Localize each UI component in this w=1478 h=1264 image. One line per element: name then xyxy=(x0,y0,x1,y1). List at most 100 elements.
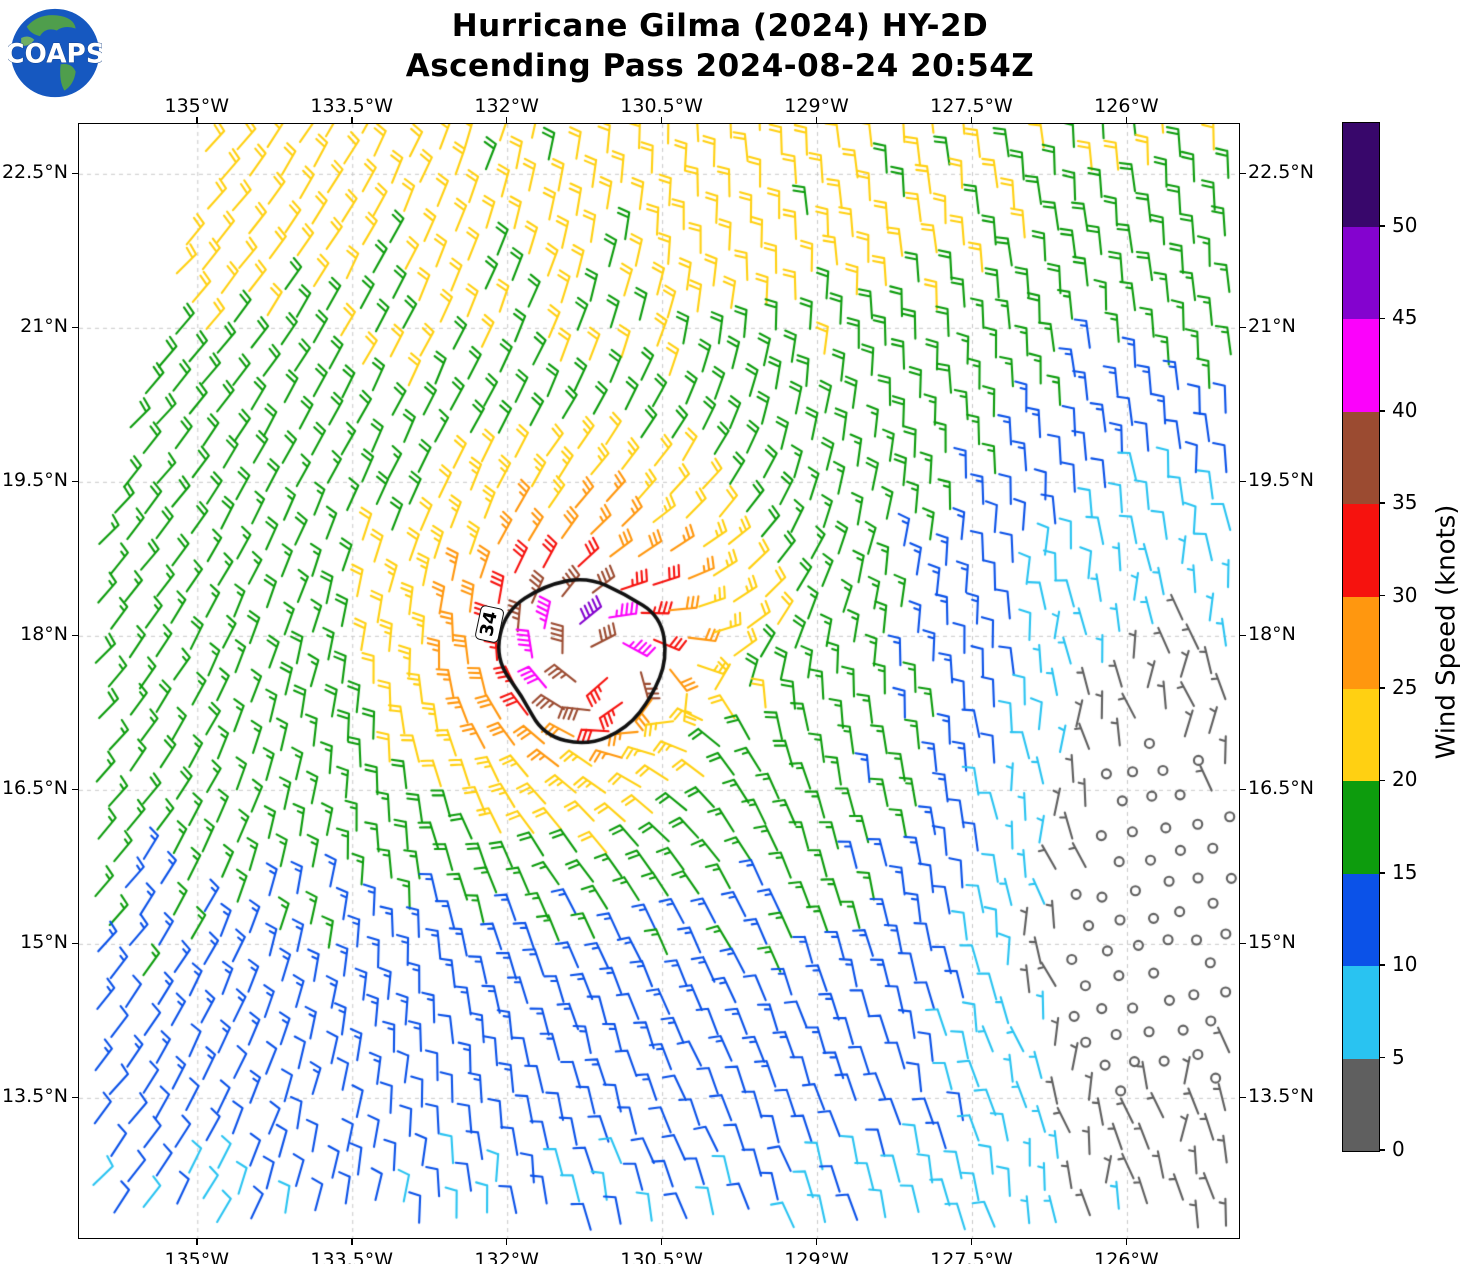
x-tick-bottom xyxy=(505,1239,508,1245)
colorbar-tickmark xyxy=(1379,872,1385,874)
coaps-logo: COAPS xyxy=(8,8,102,98)
x-tick-bottom xyxy=(195,1239,198,1245)
colorbar-tick-label: 10 xyxy=(1392,952,1418,977)
x-axis-label-bottom: 133.5°W xyxy=(310,1249,394,1264)
wind-barb-canvas xyxy=(79,124,1239,1238)
y-axis-label-right: 15°N xyxy=(1248,931,1296,954)
y-tick-right xyxy=(1240,326,1246,329)
x-tick-bottom xyxy=(815,1239,818,1245)
x-axis-label-top: 126°W xyxy=(1094,95,1159,117)
x-axis-label-top: 132°W xyxy=(474,95,539,117)
y-tick-right xyxy=(1240,942,1246,945)
y-tick-left xyxy=(72,172,78,175)
x-axis-label-top: 130.5°W xyxy=(620,95,703,117)
y-axis-label-right: 13.5°N xyxy=(1248,1085,1315,1108)
y-tick-left xyxy=(72,788,78,791)
map-frame xyxy=(78,123,1240,1239)
logo-land-west xyxy=(21,36,35,46)
colorbar-tick-label: 50 xyxy=(1392,213,1418,237)
colorbar-segment xyxy=(1343,873,1379,967)
y-axis-label-right: 21°N xyxy=(1248,315,1296,338)
x-tick-top xyxy=(970,117,973,123)
x-axis-label-bottom: 129°W xyxy=(784,1249,849,1264)
x-axis-label-bottom: 132°W xyxy=(474,1249,539,1264)
colorbar-segment xyxy=(1343,689,1379,782)
y-axis-label-left: 21°N xyxy=(20,315,68,338)
plot-title: Hurricane Gilma (2024) HY-2D Ascending P… xyxy=(40,6,1400,86)
colorbar-tickmark xyxy=(1379,687,1385,689)
y-axis-label-left: 18°N xyxy=(20,623,68,646)
colorbar-segment xyxy=(1343,227,1379,320)
colorbar-segment xyxy=(1343,781,1379,874)
x-axis-label-top: 135°W xyxy=(164,95,230,117)
y-tick-right xyxy=(1240,788,1246,791)
x-axis-label-bottom: 126°W xyxy=(1094,1249,1159,1264)
colorbar-tick-label: 35 xyxy=(1392,490,1418,515)
colorbar-segment xyxy=(1343,1058,1379,1151)
colorbar-tickmark xyxy=(1379,779,1385,782)
y-tick-right xyxy=(1240,634,1246,637)
colorbar-segment xyxy=(1343,966,1379,1059)
plot-title-line1: Hurricane Gilma (2024) HY-2D xyxy=(451,8,989,44)
y-axis-label-right: 19.5°N xyxy=(1248,469,1315,492)
colorbar-tick-label: 45 xyxy=(1392,305,1418,330)
x-tick-bottom xyxy=(970,1239,973,1245)
colorbar-tickmark xyxy=(1379,317,1385,320)
y-tick-left xyxy=(72,326,78,329)
colorbar-tick-label: 30 xyxy=(1392,582,1418,607)
colorbar-segment xyxy=(1343,123,1379,227)
x-tick-top xyxy=(350,117,353,123)
x-axis-label-bottom: 127.5°W xyxy=(930,1249,1013,1264)
y-axis-label-left: 15°N xyxy=(20,931,68,954)
colorbar-tick-label: 20 xyxy=(1392,767,1418,792)
y-axis-label-left: 13.5°N xyxy=(1,1085,68,1108)
colorbar-tickmark xyxy=(1379,1056,1385,1059)
colorbar-tickmark xyxy=(1379,410,1385,412)
colorbar-tick-label: 5 xyxy=(1392,1044,1405,1069)
colorbar-segment xyxy=(1343,504,1379,597)
colorbar-tickmark xyxy=(1379,225,1385,227)
x-axis-label-top: 127.5°W xyxy=(930,95,1013,117)
y-tick-left xyxy=(72,942,78,945)
y-axis-label-left: 22.5°N xyxy=(1,161,68,184)
colorbar-tickmark xyxy=(1379,1149,1385,1151)
x-tick-top xyxy=(815,117,818,123)
colorbar-segment xyxy=(1343,319,1379,412)
y-axis-label-left: 16.5°N xyxy=(1,777,68,800)
y-axis-label-right: 16.5°N xyxy=(1248,777,1315,800)
y-axis-label-right: 18°N xyxy=(1248,623,1296,646)
colorbar-tickmark xyxy=(1379,594,1385,597)
y-tick-left xyxy=(72,634,78,637)
y-tick-left xyxy=(72,480,78,483)
y-tick-right xyxy=(1240,172,1246,175)
colorbar-tick-label: 15 xyxy=(1392,859,1418,884)
x-axis-label-bottom: 130.5°W xyxy=(620,1249,703,1264)
colorbar-tickmark xyxy=(1379,502,1385,504)
colorbar-segment xyxy=(1343,411,1379,505)
x-tick-top xyxy=(505,117,508,123)
colorbar xyxy=(1342,122,1380,1152)
x-tick-bottom xyxy=(1125,1239,1128,1245)
x-tick-bottom xyxy=(660,1239,663,1245)
y-axis-label-right: 22.5°N xyxy=(1248,161,1315,184)
logo-land-north xyxy=(26,15,76,37)
x-axis-label-top: 133.5°W xyxy=(310,95,394,117)
y-axis-label-left: 19.5°N xyxy=(1,469,68,492)
colorbar-tickmark xyxy=(1379,964,1385,966)
plot-title-line2: Ascending Pass 2024-08-24 20:54Z xyxy=(405,48,1035,84)
y-tick-right xyxy=(1240,480,1246,483)
x-axis-label-bottom: 135°W xyxy=(164,1249,230,1264)
colorbar-tick-label: 25 xyxy=(1392,675,1418,699)
x-tick-top xyxy=(195,117,198,123)
x-tick-top xyxy=(1125,117,1128,123)
colorbar-tick-label: 0 xyxy=(1392,1137,1405,1161)
colorbar-tick-label: 40 xyxy=(1392,397,1418,422)
y-tick-left xyxy=(72,1096,78,1099)
colorbar-title-text: Wind Speed (knots) xyxy=(1431,504,1462,760)
coaps-logo-text: COAPS xyxy=(8,39,102,69)
y-tick-right xyxy=(1240,1096,1246,1099)
x-tick-bottom xyxy=(350,1239,353,1245)
x-axis-label-top: 129°W xyxy=(784,95,849,117)
colorbar-title: Wind Speed (knots) xyxy=(1426,0,1466,1264)
